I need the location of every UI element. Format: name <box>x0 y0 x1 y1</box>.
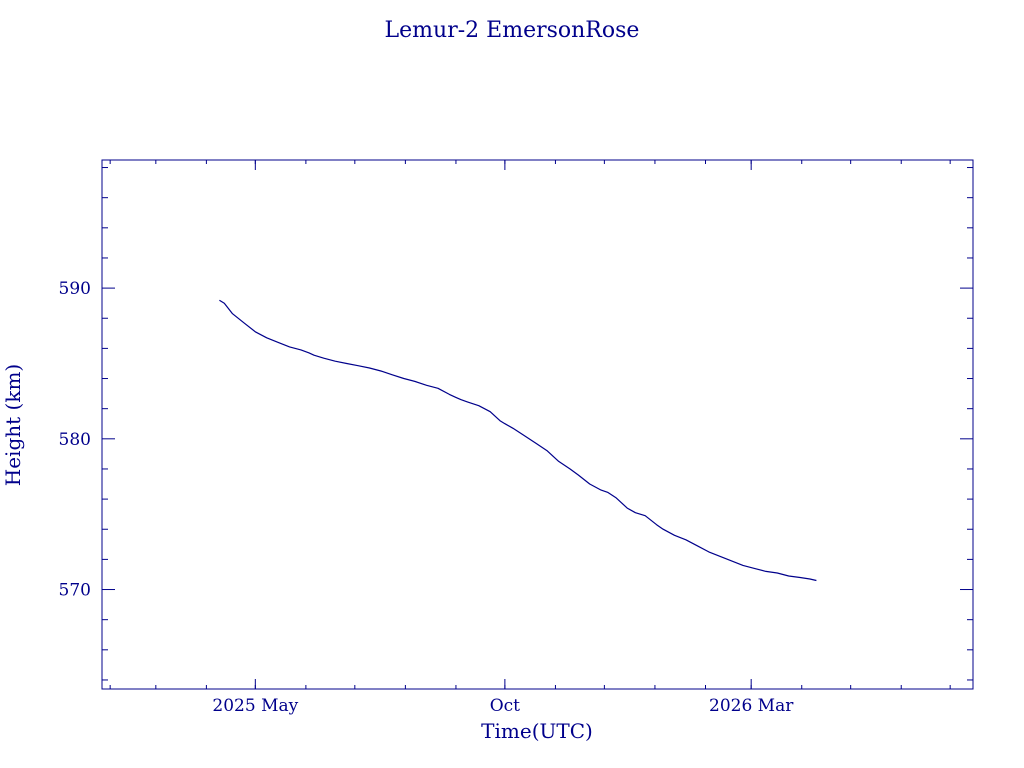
x-tick-label: Oct <box>490 696 520 716</box>
plot-frame <box>101 159 974 690</box>
axis-tick-labels: 2025 May Oct 2026 Mar 570 580 590 <box>59 279 795 716</box>
axis-ticks <box>102 160 973 689</box>
series-line <box>219 299 817 582</box>
y-tick-label: 570 <box>59 581 91 601</box>
y-tick-label: 590 <box>59 279 91 299</box>
x-tick-label: 2026 Mar <box>709 696 794 716</box>
y-tick-label: 580 <box>59 430 91 450</box>
x-axis-label: Time(UTC) <box>481 719 593 743</box>
x-tick-label: 2025 May <box>212 696 298 716</box>
y-axis-label: Height (km) <box>1 364 25 486</box>
chart-title: Lemur-2 EmersonRose <box>385 18 640 43</box>
series-group <box>219 299 817 582</box>
